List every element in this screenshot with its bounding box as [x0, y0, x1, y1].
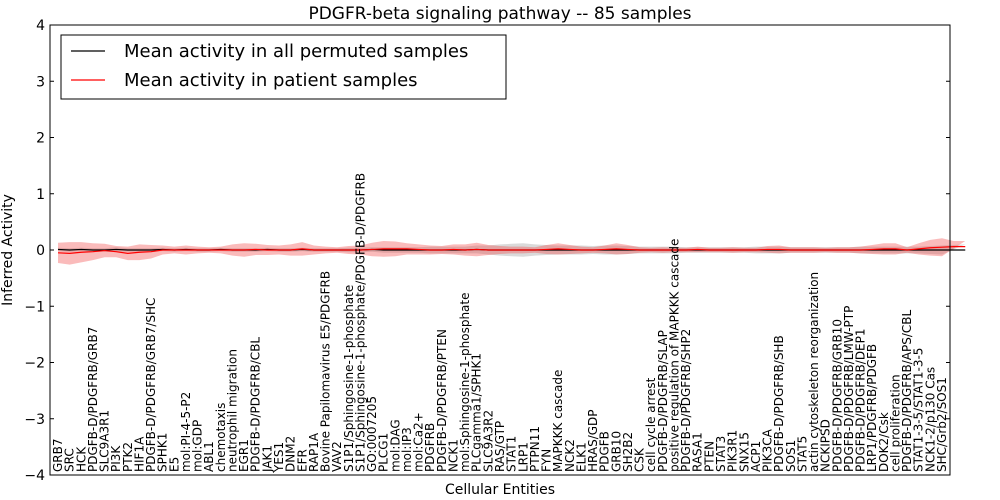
category-label: mol:DAG: [388, 419, 402, 472]
category-label: NCK1-2/p130 Cas: [923, 367, 937, 472]
category-label: PI3K: [109, 445, 123, 472]
category-label: cell proliferation: [888, 374, 902, 472]
category-label: PTK2: [121, 442, 135, 472]
plot-area: GRB7SRCHCKPDGFB-D/PDGFRB/GRB7SLC9A3R1PI3…: [24, 18, 966, 484]
category-label: STAT1: [505, 436, 519, 472]
category-label: mol:GDP: [191, 420, 205, 472]
category-label: chemotaxis: [214, 403, 228, 472]
category-label: PDGFB-D/PDGFRB/CBL: [249, 337, 263, 472]
category-label: Bovine Papilomavirus E5/PDGFRB: [319, 271, 333, 472]
category-label: cell cycle arrest: [644, 377, 658, 472]
legend: Mean activity in all permuted samples Me…: [60, 34, 507, 100]
category-label: DOK2/Csk: [877, 412, 891, 472]
category-label: PDGFB-D/PDGFRB/GRB7: [86, 327, 100, 472]
category-label: EGR1: [237, 439, 251, 472]
category-label: NCK2: [563, 439, 577, 472]
category-label: PDGFB-D/PDGFRB/DEP1: [854, 328, 868, 472]
series-line-1: [57, 246, 966, 254]
category-label: MAPKKK cascade: [551, 370, 565, 472]
category-label: FYN: [540, 449, 554, 472]
category-label: SOS1: [784, 440, 798, 472]
category-label: PDGFB-D/PDGFRB/LMW-PTP: [842, 306, 856, 472]
category-label: DNM2: [284, 436, 298, 472]
y-tick-label: −1: [24, 299, 45, 315]
category-label: RAS/GTP: [493, 421, 507, 472]
category-label: mol:Sphingosine-1-phosphate: [458, 293, 472, 472]
category-label: JAK1: [260, 445, 274, 473]
category-label: RAP1A: [307, 432, 321, 472]
category-label: PDGFB-D/PDGFRB/GRB10: [830, 319, 844, 472]
category-label: PIK3CA: [761, 428, 775, 472]
y-tick-label: 4: [36, 18, 45, 34]
category-label: SLC9A3R2: [481, 410, 495, 472]
category-label: PDGFB-D/PDGFRB/APS/CBL: [900, 309, 914, 472]
category-label: SH2B2: [621, 432, 635, 472]
category-label: NCKIPSD: [819, 419, 833, 472]
y-tick-label: 1: [36, 187, 45, 203]
category-label: mol:PI-4-5-P2: [179, 392, 193, 472]
y-axis-label: Inferred Activity: [0, 194, 16, 306]
category-label: ACP1: [749, 441, 763, 472]
category-label: HCK: [74, 446, 88, 472]
category-label: PTEN: [702, 441, 716, 472]
y-tick-label: 0: [36, 243, 45, 259]
category-label: GRB10: [609, 431, 623, 472]
plot-frame: [49, 24, 951, 476]
category-label: PLCG1: [377, 433, 391, 472]
category-label: S1P1/Sphingosine-1-phosphate: [342, 285, 356, 472]
legend-label-permuted: Mean activity in all permuted samples: [124, 41, 468, 62]
category-label: ABL1: [202, 441, 216, 472]
category-label: NCK1: [446, 439, 460, 472]
category-label: SLC9A3R1: [98, 410, 112, 472]
category-label: PDGFB-D/PDGFRB/SLAP: [656, 330, 670, 472]
category-label: HIF1A: [132, 436, 146, 472]
category-label: STAT3: [714, 436, 728, 472]
series-band-1: [58, 238, 966, 265]
category-label: mol:Ca2+: [412, 412, 426, 472]
y-tick-label: 3: [36, 74, 45, 90]
category-label: ELK1: [574, 442, 588, 472]
category-label: PIK3R1: [726, 430, 740, 472]
category-label: PTPN11: [528, 426, 542, 472]
x-axis-label: Cellular Entities: [445, 482, 555, 498]
category-label: STAT5: [795, 436, 809, 472]
y-tick-label: −4: [24, 468, 45, 484]
category-label: E5: [167, 457, 181, 472]
legend-label-patient: Mean activity in patient samples: [124, 70, 418, 91]
category-label: SNX15: [737, 432, 751, 472]
category-label: GRB7: [51, 438, 65, 472]
category-label: RASA1: [691, 432, 705, 472]
category-label: PDGFB-D/PDGFRB/PTEN: [435, 329, 449, 472]
chart-title: PDGFR-beta signaling pathway -- 85 sampl…: [308, 4, 691, 24]
category-label: CSK: [633, 447, 647, 472]
category-label: PDGFRB: [423, 423, 437, 472]
category-label: PDGFB: [598, 431, 612, 472]
category-label: EFR: [295, 449, 309, 472]
category-label: PDGFB-D/PDGFRB/GRB7/SHC: [144, 298, 158, 472]
legend-box: [60, 34, 507, 100]
category-label: SHC/Grb2/SOS1: [935, 377, 949, 472]
category-label: LRP1: [516, 442, 530, 472]
category-label: neutrophil migration: [225, 349, 239, 472]
category-label: actin cytoskeleton reorganization: [807, 272, 821, 472]
category-label: HRAS/GDP: [586, 409, 600, 472]
y-tick-label: 2: [36, 131, 45, 147]
category-label: YES1: [272, 442, 286, 473]
y-tick-label: −2: [24, 356, 45, 372]
category-label: PDGFB-D/PDGFRB/SHP2: [679, 329, 693, 472]
category-label: mol:IP3: [400, 427, 414, 472]
category-label: VAV2: [330, 441, 344, 472]
category-label: LRP1/PDGFRB/PDGFB: [865, 344, 879, 472]
category-label: SRC: [63, 448, 77, 472]
category-label: PLCgamma1/SPHK1: [470, 353, 484, 472]
category-label: GO:0007205: [365, 396, 379, 472]
category-label: positive regulation of MAPKKK cascade: [667, 239, 681, 472]
category-label: STAT1-3-5/STAT1-3-5: [912, 348, 926, 472]
category-label: PDGFB-D/PDGFRB/SHB: [772, 335, 786, 472]
y-tick-label: −3: [24, 412, 45, 428]
category-label: S1P1/Sphingosine-1-phosphate/PDGFB-D/PDG…: [353, 173, 367, 472]
category-label: SPHK1: [156, 433, 170, 472]
